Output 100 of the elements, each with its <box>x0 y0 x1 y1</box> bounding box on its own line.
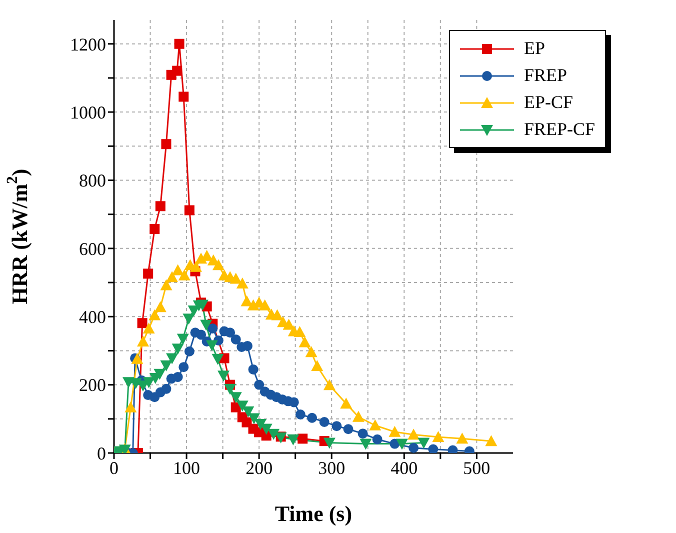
point <box>225 328 236 338</box>
point <box>160 360 172 372</box>
x-tick-label: 500 <box>463 458 490 478</box>
point <box>176 334 189 345</box>
point <box>236 278 248 289</box>
point <box>230 334 241 344</box>
point <box>212 354 224 365</box>
point <box>282 318 295 330</box>
x-tick-label: 400 <box>390 458 418 478</box>
y-tick-label: 1200 <box>70 34 106 54</box>
legend-label: EP <box>524 38 545 59</box>
point <box>172 344 184 355</box>
point <box>372 434 382 444</box>
point <box>408 442 419 453</box>
point <box>271 309 284 320</box>
point <box>196 300 208 311</box>
legend-label: FREP-CF <box>524 119 595 140</box>
legend-label: FREP <box>524 65 567 86</box>
point <box>172 264 184 276</box>
point <box>161 384 172 394</box>
point <box>352 410 364 422</box>
point <box>184 205 194 216</box>
point <box>143 268 154 279</box>
point <box>212 259 224 270</box>
point <box>254 419 267 430</box>
point <box>208 324 218 334</box>
x-tick-label: 100 <box>173 458 200 478</box>
point <box>206 340 218 352</box>
point <box>258 299 271 310</box>
point <box>184 346 194 356</box>
point <box>248 364 258 374</box>
point <box>268 428 280 440</box>
point <box>142 322 155 334</box>
point <box>396 438 408 450</box>
point <box>172 372 183 382</box>
point <box>340 398 352 409</box>
point <box>295 409 306 420</box>
point <box>343 424 354 434</box>
point <box>166 353 178 364</box>
point <box>142 377 155 388</box>
y-tick-label: 200 <box>79 375 106 396</box>
point <box>305 346 318 358</box>
point <box>428 444 438 453</box>
point <box>332 421 342 432</box>
point <box>148 309 161 320</box>
point <box>178 269 190 280</box>
point <box>358 428 368 439</box>
point <box>240 295 253 306</box>
x-tick-label: 200 <box>246 458 273 478</box>
point <box>254 380 264 390</box>
point <box>150 224 160 234</box>
point <box>166 271 178 282</box>
point <box>288 397 299 408</box>
point <box>323 438 336 449</box>
point <box>137 336 150 347</box>
y-tick-label: 1000 <box>70 102 106 122</box>
point <box>230 272 242 284</box>
point <box>311 360 324 372</box>
point <box>155 201 166 212</box>
point <box>319 416 330 427</box>
point <box>236 400 248 412</box>
point <box>360 438 372 450</box>
point <box>131 352 144 364</box>
x-axis-title: Time (s) <box>274 501 352 526</box>
point <box>174 38 184 49</box>
y-tick-label: 800 <box>79 170 106 191</box>
point <box>456 432 468 444</box>
point <box>323 379 336 390</box>
point <box>248 413 260 424</box>
point <box>190 260 202 272</box>
x-tick-label: 300 <box>318 458 346 478</box>
point <box>418 438 430 449</box>
y-tick-label: 400 <box>79 307 106 328</box>
point <box>298 434 308 444</box>
point <box>196 330 206 340</box>
y-tick-label: 600 <box>79 238 106 259</box>
point <box>432 430 444 442</box>
point <box>178 362 189 372</box>
point <box>388 426 401 437</box>
point <box>230 392 242 404</box>
point <box>408 428 420 440</box>
legend-label: EP-CF <box>524 92 573 113</box>
point <box>287 434 300 446</box>
point <box>485 435 498 446</box>
point <box>218 370 230 382</box>
point <box>294 326 306 337</box>
point <box>307 412 318 423</box>
y-tick-label: 0 <box>97 443 106 464</box>
point <box>298 336 311 348</box>
point <box>178 92 189 102</box>
point <box>182 314 195 325</box>
point <box>242 340 252 351</box>
point <box>161 139 172 150</box>
point <box>242 406 254 418</box>
point <box>369 419 382 430</box>
point <box>124 401 137 412</box>
point <box>137 318 148 328</box>
point <box>224 384 236 395</box>
point <box>200 320 212 331</box>
x-tick-label: 0 <box>110 458 118 478</box>
